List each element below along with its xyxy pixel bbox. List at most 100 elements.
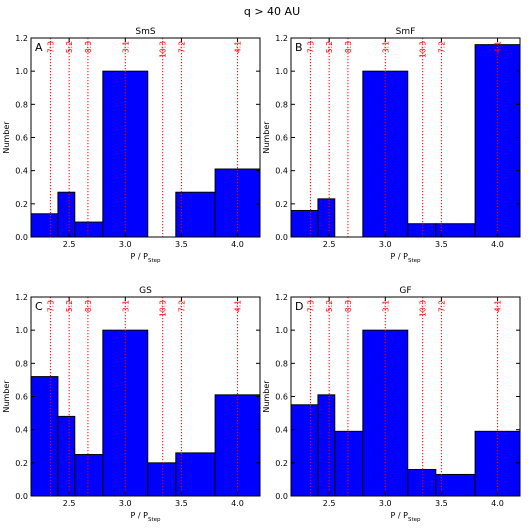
x-tick-label: 3.5 <box>435 240 448 249</box>
resonance-label: 7:2 <box>437 41 446 53</box>
resonance-label: 7:2 <box>177 41 186 53</box>
x-axis-label: P / PStep <box>131 511 161 523</box>
panel-letter: D <box>295 300 303 313</box>
x-axis-label: P / PStep <box>391 511 421 523</box>
panel-d: 7:3 5:2 8:3 3:1 10:3 7:2 4:1 0.0 0.2 0.4 0.6 0.8 1.0… <box>262 286 521 523</box>
resonance-label: 4:1 <box>494 300 503 312</box>
y-tick-label: 0.0 <box>275 492 288 501</box>
resonance-label: 10:3 <box>419 300 428 317</box>
resonance-label: 5:2 <box>325 300 334 312</box>
resonance-label: 5:2 <box>325 41 334 53</box>
histogram-bar <box>407 468 437 497</box>
resonance-label: 8:3 <box>84 41 93 53</box>
x-tick-label: 3.5 <box>435 499 448 508</box>
resonance-label: 4:1 <box>494 41 503 53</box>
resonance-label: 3:1 <box>121 300 130 312</box>
x-tick-label: 4.0 <box>231 240 244 249</box>
y-tick-label: 0.2 <box>15 200 28 209</box>
y-tick-label: 1.2 <box>275 293 288 302</box>
histogram-bar <box>175 191 216 238</box>
y-tick-label: 0.8 <box>15 100 28 109</box>
x-tick-label: 2.5 <box>63 499 76 508</box>
resonance-label: 7:2 <box>437 300 446 312</box>
panel-letter: A <box>35 41 43 54</box>
x-tick-label: 4.0 <box>491 499 504 508</box>
y-tick-label: 1.0 <box>275 326 288 335</box>
resonance-label: 7:2 <box>177 300 186 312</box>
panel-title: SmF <box>396 27 416 37</box>
histogram-bar <box>30 376 59 497</box>
resonance-label: 3:1 <box>381 300 390 312</box>
resonance-label: 5:2 <box>65 41 74 53</box>
y-tick-label: 0.6 <box>275 134 288 143</box>
histogram-bar <box>290 209 319 238</box>
y-tick-label: 0.8 <box>275 359 288 368</box>
panel-b: 7:3 5:2 8:3 3:1 10:3 7:2 4:1 0.0 0.2 0.4 0.6 0.8 1.0… <box>262 27 521 264</box>
panel-title: GF <box>399 286 411 296</box>
resonance-label: 8:3 <box>344 41 353 53</box>
histogram-bar <box>74 454 104 497</box>
y-tick-label: 0.8 <box>15 359 28 368</box>
x-axis-label: P / PStep <box>391 252 421 264</box>
histogram-bar <box>290 404 319 497</box>
x-tick-label: 2.5 <box>323 499 336 508</box>
x-tick-label: 3.5 <box>175 499 188 508</box>
y-tick-label: 0.4 <box>15 167 28 176</box>
resonance-label: 10:3 <box>159 300 168 317</box>
y-tick-label: 0.2 <box>275 200 288 209</box>
y-tick-label: 0.6 <box>15 134 28 143</box>
y-tick-label: 1.2 <box>15 34 28 43</box>
y-tick-label: 0.2 <box>275 459 288 468</box>
y-tick-label: 1.0 <box>275 67 288 76</box>
y-tick-label: 1.0 <box>15 67 28 76</box>
resonance-label: 10:3 <box>419 41 428 58</box>
y-tick-label: 0.6 <box>15 393 28 402</box>
y-tick-label: 0.0 <box>15 233 28 242</box>
histogram-bar <box>74 221 104 238</box>
resonance-label: 3:1 <box>121 41 130 53</box>
y-tick-label: 0.6 <box>275 393 288 402</box>
resonance-label: 8:3 <box>84 300 93 312</box>
x-tick-label: 4.0 <box>491 240 504 249</box>
y-tick-label: 1.2 <box>275 34 288 43</box>
y-tick-label: 0.0 <box>15 492 28 501</box>
resonance-label: 4:1 <box>234 300 243 312</box>
y-tick-label: 0.8 <box>275 100 288 109</box>
x-axis-label: P / PStep <box>131 252 161 264</box>
x-tick-label: 3.5 <box>175 240 188 249</box>
x-tick-label: 2.5 <box>323 240 336 249</box>
panel-letter: B <box>295 41 303 54</box>
x-tick-label: 3.0 <box>119 240 132 249</box>
resonance-label: 7:3 <box>46 300 55 312</box>
resonance-label: 10:3 <box>159 41 168 58</box>
x-tick-label: 4.0 <box>231 499 244 508</box>
y-tick-label: 0.4 <box>275 426 288 435</box>
y-axis-label: Number <box>2 380 11 413</box>
histogram-bar <box>147 462 177 497</box>
y-tick-label: 1.0 <box>15 326 28 335</box>
panel-title: GS <box>139 286 152 296</box>
histogram-bar <box>57 415 76 497</box>
y-tick-label: 0.2 <box>15 459 28 468</box>
panel-c: 7:3 5:2 8:3 3:1 10:3 7:2 4:1 0.0 0.2 0.4 0.6 0.8 1.0… <box>2 286 261 523</box>
resonance-label: 7:3 <box>306 300 315 312</box>
x-tick-label: 2.5 <box>63 240 76 249</box>
panel-letter: C <box>35 300 43 313</box>
resonance-label: 3:1 <box>381 41 390 53</box>
x-tick-label: 3.0 <box>379 240 392 249</box>
histogram-bar <box>407 223 437 238</box>
y-tick-label: 1.2 <box>15 293 28 302</box>
resonance-label: 5:2 <box>65 300 74 312</box>
x-tick-label: 3.0 <box>379 499 392 508</box>
y-tick-label: 0.4 <box>15 426 28 435</box>
y-tick-label: 0.0 <box>275 233 288 242</box>
histogram-bar <box>57 191 76 238</box>
histogram-bar <box>317 394 336 497</box>
resonance-label: 4:1 <box>234 41 243 53</box>
x-tick-label: 3.0 <box>119 499 132 508</box>
resonance-label: 8:3 <box>344 300 353 312</box>
histogram-bar <box>175 452 216 497</box>
y-axis-label: Number <box>262 121 271 154</box>
histogram-bar <box>334 430 364 497</box>
